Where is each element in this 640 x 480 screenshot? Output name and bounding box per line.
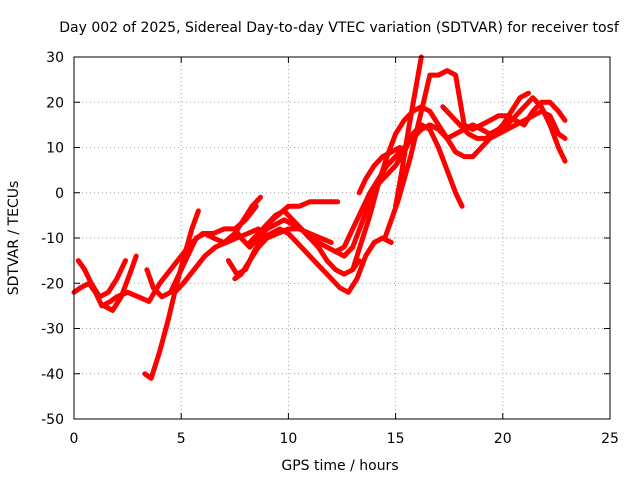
series-track-15 [382,68,568,241]
series-track-3 [101,253,139,313]
series-track-6 [172,226,261,295]
series-track-4 [142,208,201,381]
series-track-10 [247,122,465,259]
y-tick-label: 30 [46,50,64,66]
y-tick-label: -50 [41,412,64,428]
series-track-9 [225,226,394,295]
y-tick-labels: -50 -40 -30 -20 -10 0 10 20 30 [41,50,64,428]
series-track-17 [440,90,531,141]
axis-ticks [73,56,611,420]
chart-title: Day 002 of 2025, Sidereal Day-to-day VTE… [59,20,620,36]
y-tick-label: -10 [41,231,64,247]
x-tick-label: 25 [601,431,619,447]
x-tick-label: 5 [177,431,186,447]
y-tick-label: 10 [46,141,64,157]
x-tick-label: 0 [70,431,79,447]
series-track-8 [232,226,334,282]
y-tick-label: -30 [41,322,64,338]
x-tick-label: 20 [494,431,512,447]
y-tick-label: 20 [46,95,64,111]
series-track-5 [144,194,263,300]
series-track-14 [356,145,403,196]
series-track-16 [393,54,424,209]
y-tick-label: -20 [41,276,64,292]
x-tick-labels: 0 5 10 15 20 25 [70,431,619,447]
series-layer [71,54,568,381]
y-axis-label: SDTVAR / TECUs [6,181,22,296]
y-tick-label: -40 [41,367,64,383]
x-tick-label: 15 [387,431,405,447]
series-track-1 [71,203,259,309]
y-tick-label: 0 [55,186,64,202]
series-track-11 [247,217,362,277]
x-axis-label: GPS time / hours [281,458,398,474]
x-tick-label: 10 [279,431,297,447]
series-track-2 [75,258,128,300]
